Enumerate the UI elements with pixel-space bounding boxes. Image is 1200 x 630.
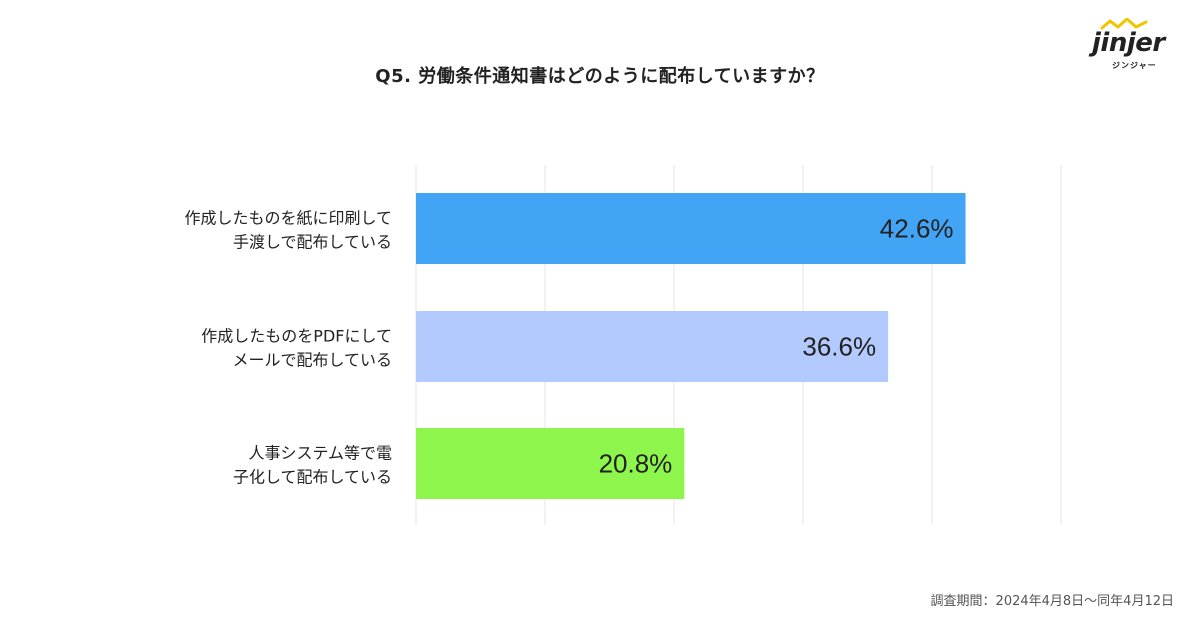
category-label-3-line-1: 人事システム等で電 <box>248 444 392 463</box>
value-label-3: 20.8% <box>599 449 673 479</box>
value-label-1: 42.6% <box>880 214 954 244</box>
bars <box>416 193 966 499</box>
logo-wordmark: jinjer <box>1092 28 1165 58</box>
value-label-2: 36.6% <box>802 332 876 362</box>
category-label-1-line-2: 手渡しで配布している <box>233 233 392 252</box>
logo-crown-icon <box>1100 18 1148 30</box>
category-label-1-line-1: 作成したものを紙に印刷して <box>184 209 392 228</box>
logo-kana: ジンジャー <box>1112 61 1157 70</box>
bar-1 <box>416 193 966 264</box>
survey-period-note: 調査期間：2024年4月8日〜同年4月12日 <box>930 594 1174 609</box>
bar-3 <box>416 428 685 499</box>
value-labels: 42.6% 36.6% 20.8% <box>599 214 954 479</box>
category-label-2-line-2: メールで配布している <box>232 351 392 370</box>
chart-title: Q5. 労働条件通知書はどのように配布していますか？ <box>375 66 825 87</box>
bar-2 <box>416 311 889 382</box>
jinjer-logo: jinjer ジンジャー <box>1088 18 1180 74</box>
category-label-2-line-1: 作成したものをPDFにして <box>201 327 392 346</box>
category-labels: 作成したものを紙に印刷して手渡しで配布している作成したものをPDFにしてメールで… <box>184 209 392 487</box>
category-label-3-line-2: 子化して配布している <box>233 468 392 487</box>
